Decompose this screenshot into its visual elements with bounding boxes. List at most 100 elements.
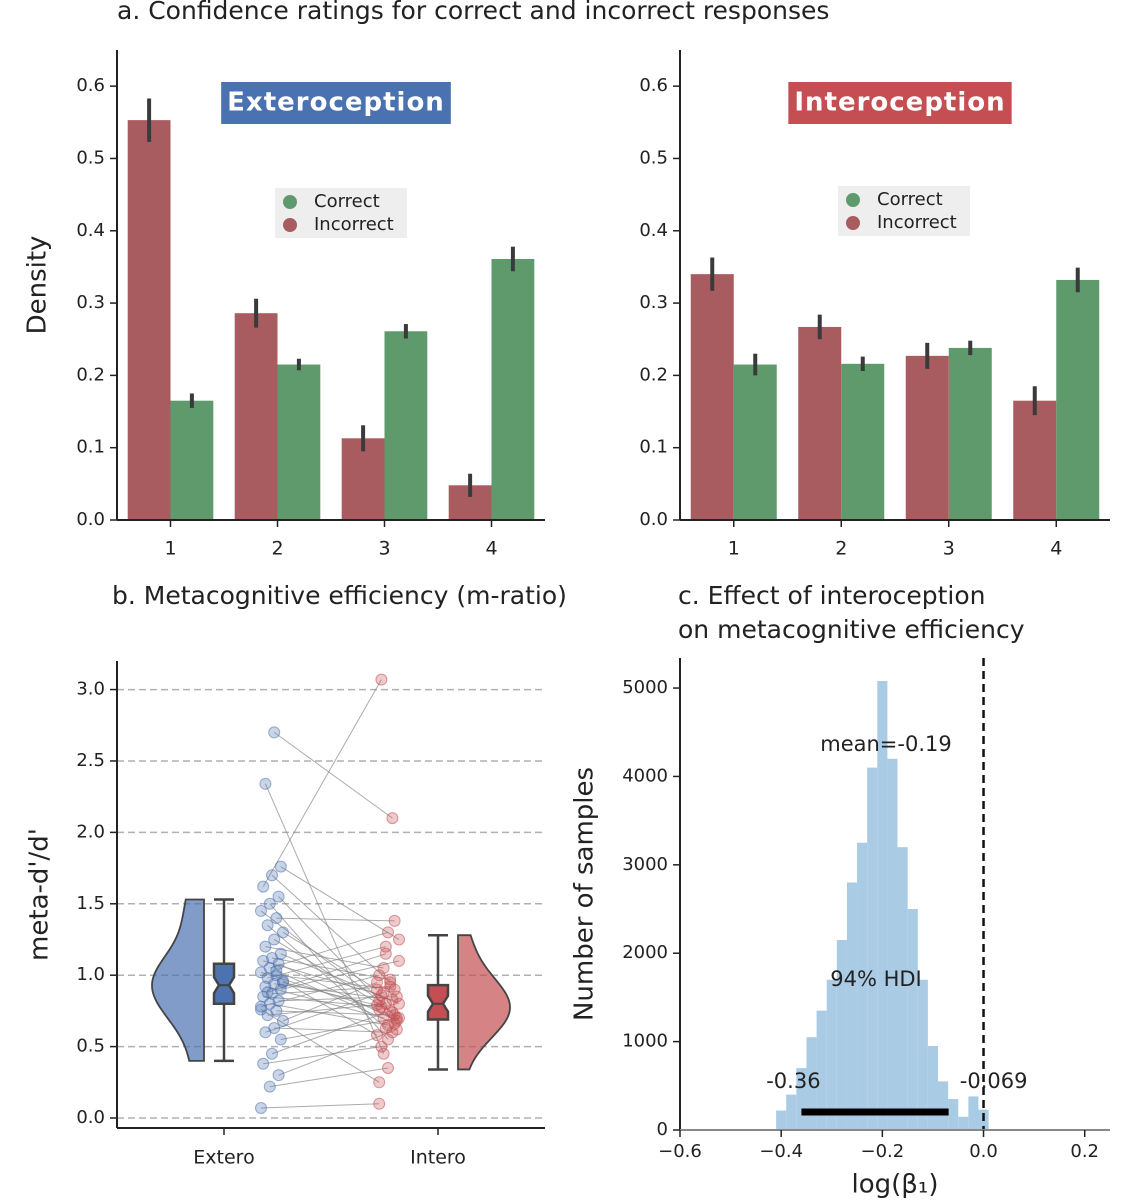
data-point	[259, 777, 272, 790]
pair-line	[273, 732, 393, 819]
bar	[127, 120, 171, 520]
data-point	[255, 1000, 267, 1013]
hdi-high-label: -0.069	[960, 1069, 1028, 1093]
x-tick-label: 4	[1050, 538, 1062, 560]
chart-title: on metacognitive efficiency	[678, 615, 1025, 644]
y-tick-label: 3.0	[76, 679, 105, 700]
data-point	[388, 983, 401, 996]
pair-line	[263, 1046, 382, 1065]
data-point	[259, 940, 272, 953]
y-tick-label: 0.4	[639, 220, 668, 241]
histogram-bar	[877, 680, 888, 1130]
y-tick-label: 2000	[622, 942, 668, 963]
pair-line	[267, 946, 386, 979]
x-tick-label: 2	[835, 538, 847, 560]
data-point	[388, 1017, 401, 1030]
data-point	[257, 880, 270, 893]
legend-marker	[283, 218, 297, 232]
y-tick-label: 0.0	[76, 1107, 105, 1128]
y-tick-label: 1000	[622, 1031, 668, 1052]
data-point	[384, 973, 397, 986]
bar	[170, 400, 214, 520]
x-axis-label: log(β₁)	[852, 1170, 939, 1200]
bar	[1013, 400, 1057, 520]
y-tick-label: 5000	[622, 677, 668, 698]
y-tick-label: 0.4	[76, 220, 105, 241]
y-tick-label: 0	[657, 1119, 668, 1140]
legend-label: Correct	[877, 189, 943, 210]
bar	[277, 364, 321, 520]
data-point	[263, 1080, 276, 1093]
y-tick-label: 4000	[622, 765, 668, 786]
data-point	[371, 1029, 383, 1042]
histogram-bar	[806, 1037, 817, 1130]
data-point	[277, 926, 289, 939]
histogram-bar	[776, 1110, 787, 1130]
bar	[234, 313, 278, 520]
histogram-bar	[867, 767, 878, 1130]
x-tick-label: −0.6	[658, 1141, 702, 1162]
annotation: Exteroception	[227, 88, 445, 118]
legend-label: Incorrect	[877, 212, 957, 233]
x-tick-label: −0.4	[759, 1141, 803, 1162]
x-tick-label: 2	[271, 538, 283, 560]
data-point	[266, 869, 278, 882]
annotation-box	[221, 82, 451, 124]
data-point	[272, 890, 285, 903]
data-point	[257, 990, 270, 1003]
y-tick-label: 0.6	[639, 75, 668, 96]
pair-line	[269, 1067, 389, 1088]
data-point	[272, 1069, 285, 1082]
legend-marker	[846, 216, 860, 230]
pair-line	[282, 981, 378, 1006]
pair-line	[273, 939, 393, 1013]
data-point	[277, 976, 289, 989]
histogram-bar	[907, 909, 918, 1130]
bar	[905, 355, 949, 520]
y-tick-label: 0.0	[639, 509, 668, 530]
bar	[384, 331, 428, 520]
bar	[1056, 279, 1100, 520]
legend-label: Incorrect	[314, 214, 394, 235]
pair-line	[271, 1010, 391, 1055]
y-tick-label: 2.5	[76, 750, 105, 771]
data-point	[382, 1062, 394, 1075]
data-point	[373, 1097, 386, 1110]
legend-marker	[283, 195, 297, 209]
pair-line	[282, 980, 378, 1036]
y-tick-label: 0.3	[76, 292, 105, 313]
legend-box	[275, 188, 407, 238]
y-tick-label: 0.0	[76, 509, 105, 530]
pair-line	[260, 910, 380, 1002]
data-point	[393, 933, 405, 946]
data-point	[274, 1033, 287, 1046]
annotation-box	[788, 82, 1012, 124]
violin	[457, 934, 511, 1071]
data-point	[373, 969, 386, 982]
pair-line	[264, 783, 385, 1054]
x-tick-label: 3	[943, 538, 955, 560]
histogram-bar	[846, 882, 858, 1130]
pair-line	[262, 679, 382, 887]
pair-line	[274, 983, 393, 1000]
x-tick-label: 1	[728, 538, 740, 560]
histogram-bar	[857, 842, 868, 1130]
legend-box	[838, 186, 970, 236]
y-axis-label: Density	[23, 236, 53, 335]
chart-title: b. Metacognitive efficiency (m-ratio)	[112, 581, 567, 610]
data-point	[377, 962, 390, 975]
histogram-bar	[786, 1094, 797, 1130]
data-point	[257, 1057, 270, 1070]
data-point	[382, 1033, 394, 1046]
x-tick-label: Intero	[410, 1147, 466, 1169]
pair-line	[271, 986, 391, 995]
bar	[948, 347, 992, 520]
histogram-bar	[917, 979, 928, 1130]
box	[426, 983, 450, 1021]
pair-line	[276, 917, 395, 922]
pair-line	[260, 1103, 380, 1109]
bar	[491, 258, 535, 520]
data-point	[388, 914, 401, 927]
histogram-bar	[968, 1096, 979, 1130]
y-tick-label: 0.5	[76, 1036, 105, 1057]
